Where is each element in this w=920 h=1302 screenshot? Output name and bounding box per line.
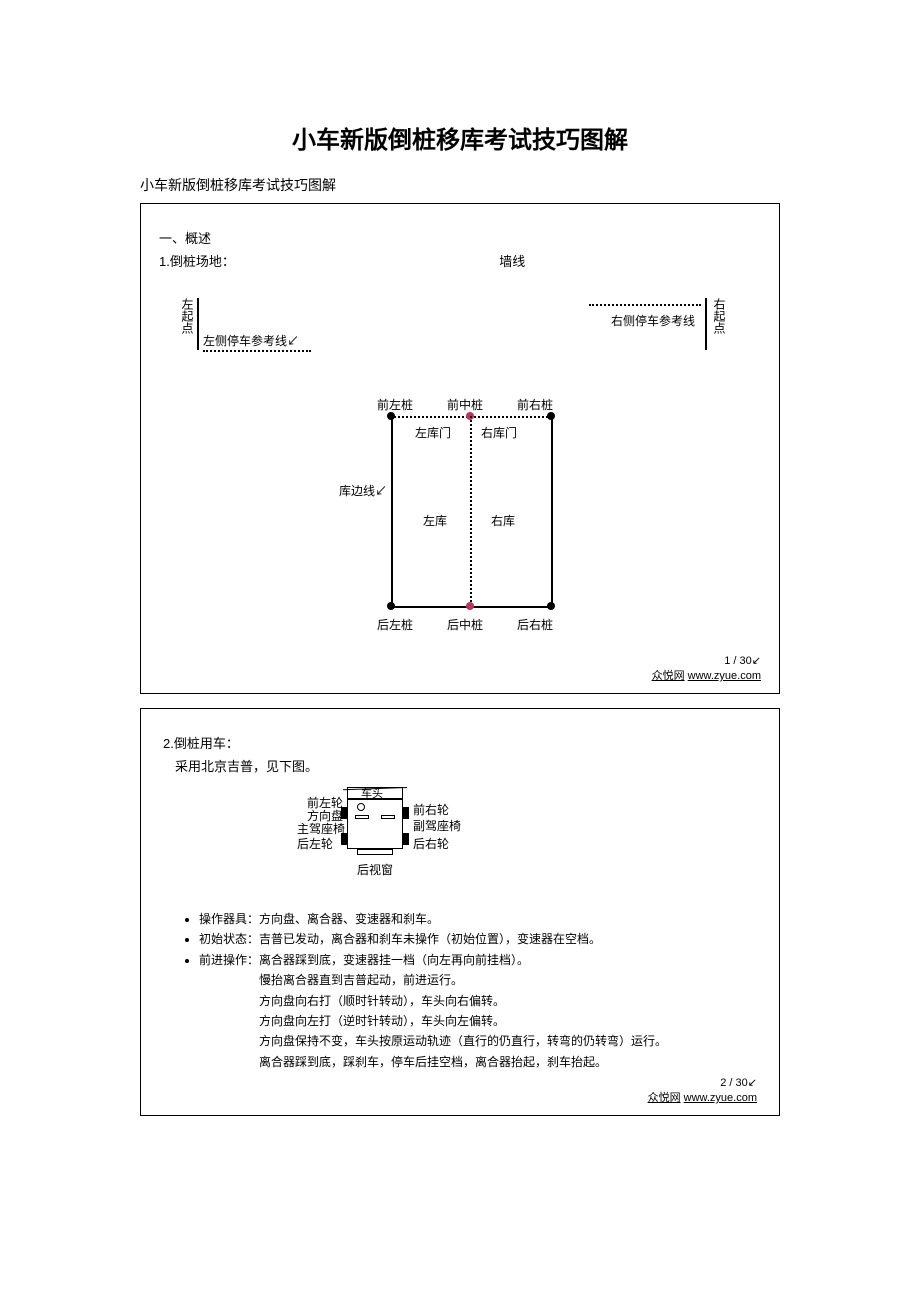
field-label: 1.倒桩场地： [159,251,235,270]
front-left-wheel-label: 前左轮 [307,796,343,810]
bullet-2: 初始状态：吉普已发动，离合器和刹车未操作（初始位置），变速器在空档。 [199,929,757,949]
left-ref-label: 左侧停车参考线↙ [203,332,299,349]
left-door-label: 左库门 [415,424,451,441]
side-line-label: 库边线↙ [339,482,387,499]
field-diagram: 左起点 左侧停车参考线↙ 右起点 右侧停车参考线 前左桩 前中桩 前右桩 左库门… [159,280,761,650]
indent-lines: 慢抬离合器直到吉普起动，前进运行。 方向盘向右打（顺时针转动），车头向右偏转。 … [259,970,757,1072]
left-start-label: 左起点 [179,298,196,334]
rear-left-wheel-label: 后左轮 [297,835,333,852]
right-door-label: 右库门 [481,424,517,441]
panel2-heading: 2.倒桩用车： [163,733,757,752]
panel1-footer: 1 / 30↙ 众悦网 www.zyue.com [159,654,761,683]
bullet-1: 操作器具：方向盘、离合器、变速器和刹车。 [199,909,757,929]
codriver-seat-label: 副驾座椅 [413,817,461,834]
indent-line-4: 方向盘保持不变，车头按原运动轨迹（直行的仍直行，转弯的仍转弯）运行。 [259,1031,757,1051]
site-name: 众悦网 [652,670,685,682]
back-right-pile: 后右桩 [517,616,553,633]
indent-line-5: 离合器踩到底，踩刹车，停车后挂空档，离合器抬起，刹车抬起。 [259,1052,757,1072]
panel2-line1: 采用北京吉普，见下图。 [175,756,757,775]
rear-right-wheel-label: 后右轮 [413,835,449,852]
panel-1: 一、概述 1.倒桩场地： 墙线 左起点 左侧停车参考线↙ 右起点 右侧停车参考线… [140,203,780,694]
rear-window-label: 后视窗 [357,861,393,878]
front-left-pile: 前左桩 [377,396,413,413]
panel-2: 2.倒桩用车： 采用北京吉普，见下图。 车头 前左轮 方向盘 主驾座椅 前右轮 … [140,708,780,1116]
front-mid-pile: 前中桩 [447,396,483,413]
right-garage-label: 右库 [491,512,515,529]
car-diagram: 车头 前左轮 方向盘 主驾座椅 前右轮 副驾座椅 后左轮 后右轮 后视窗 [283,781,757,901]
left-garage-label: 左库 [423,512,447,529]
bullet-3: 前进操作：离合器踩到底，变速器挂一档（向左再向前挂档）。 [199,950,757,970]
back-left-pile: 后左桩 [377,616,413,633]
front-right-wheel-label: 前右轮 [413,801,449,818]
site-url-2: www.zyue.com [684,1092,757,1104]
subtitle: 小车新版倒桩移库考试技巧图解 [140,175,780,195]
site-url: www.zyue.com [688,670,761,682]
front-right-pile: 前右桩 [517,396,553,413]
wall-label: 墙线 [499,251,525,270]
indent-line-1: 慢抬离合器直到吉普起动，前进运行。 [259,970,757,990]
page-indicator-2: 2 / 30↙ [720,1077,757,1089]
section-number: 一、概述 [159,228,761,247]
right-start-label: 右起点 [711,298,728,334]
back-mid-pile: 后中桩 [447,616,483,633]
site-name-2: 众悦网 [648,1092,681,1104]
indent-line-2: 方向盘向右打（顺时针转动），车头向右偏转。 [259,991,757,1011]
page-title: 小车新版倒桩移库考试技巧图解 [140,120,780,155]
page-indicator: 1 / 30↙ [724,655,761,667]
indent-line-3: 方向盘向左打（逆时针转动），车头向左偏转。 [259,1011,757,1031]
panel2-footer: 2 / 30↙ 众悦网 www.zyue.com [163,1076,757,1105]
bullet-list: 操作器具：方向盘、离合器、变速器和刹车。 初始状态：吉普已发动，离合器和刹车未操… [199,909,757,970]
right-ref-label: 右侧停车参考线 [611,312,695,329]
